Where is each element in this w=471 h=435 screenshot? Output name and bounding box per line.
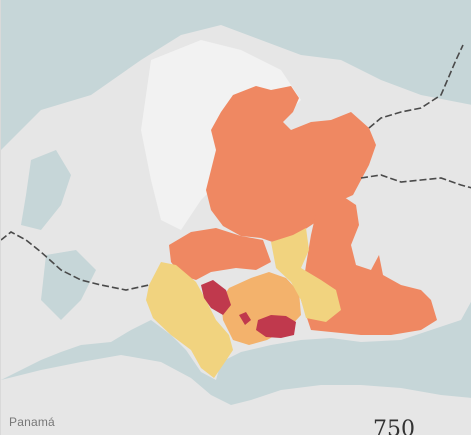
border-line-east [360, 174, 471, 189]
southern-land [1, 355, 471, 435]
region-central-district-b[interactable] [271, 228, 341, 322]
choropleth-layer [146, 86, 437, 378]
region-western-district[interactable] [169, 228, 271, 280]
region-northern-district[interactable] [206, 86, 376, 245]
region-urban-district-a[interactable] [201, 280, 231, 315]
inlet-west [21, 150, 71, 230]
border-line [1, 231, 150, 291]
region-urban-district-c[interactable] [256, 315, 296, 338]
region-urban-district-b[interactable] [239, 312, 251, 325]
inlet-lake [41, 250, 96, 320]
border-line-northeast [368, 44, 464, 129]
region-coastal-west-district[interactable] [146, 262, 233, 378]
legend-value: 750 [373, 417, 415, 435]
place-label: Panamá [9, 415, 55, 429]
